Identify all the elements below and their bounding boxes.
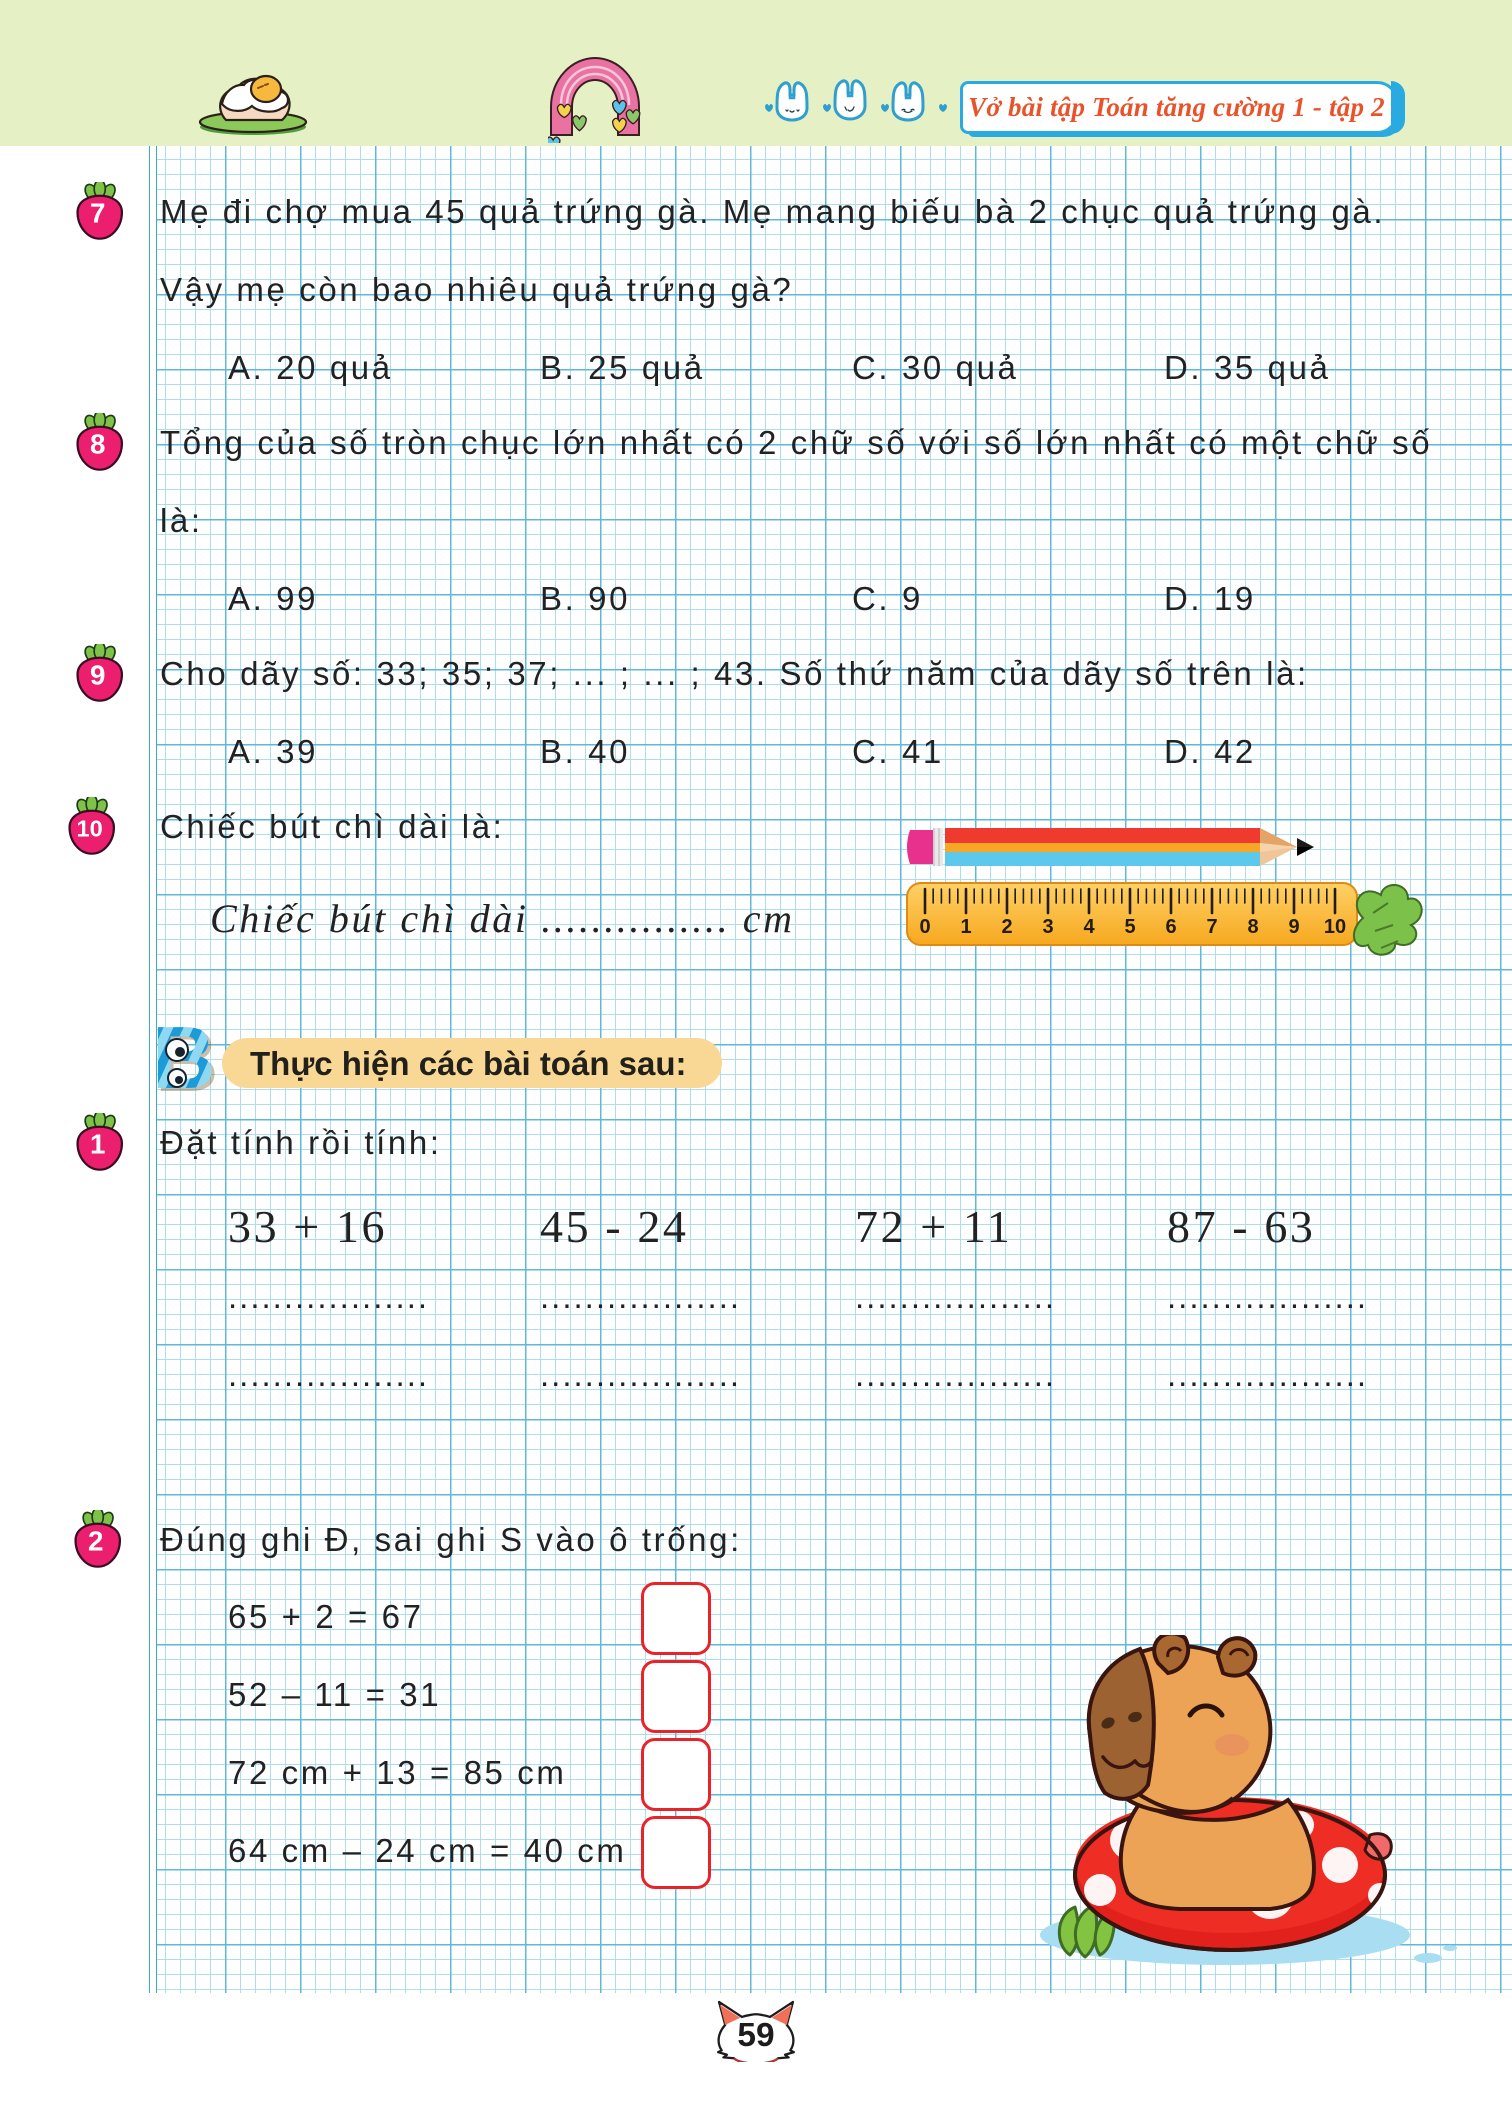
svg-text:2: 2: [88, 1526, 103, 1557]
svg-text:1: 1: [90, 1129, 105, 1160]
svg-text:0: 0: [919, 916, 930, 938]
svg-text:1: 1: [960, 916, 971, 938]
svg-text:2: 2: [1001, 916, 1012, 938]
svg-text:5: 5: [1124, 916, 1135, 938]
svg-text:59: 59: [737, 2017, 774, 2054]
svg-text:4: 4: [1083, 916, 1095, 938]
svg-text:10: 10: [77, 815, 103, 841]
svg-text:8: 8: [1247, 916, 1258, 938]
svg-text:9: 9: [1288, 916, 1299, 938]
svg-text:8: 8: [90, 429, 105, 460]
svg-text:7: 7: [1206, 916, 1217, 938]
svg-text:9: 9: [90, 660, 105, 691]
svg-text:10: 10: [1324, 916, 1346, 938]
svg-text:7: 7: [90, 198, 105, 229]
svg-text:6: 6: [1165, 916, 1176, 938]
svg-text:3: 3: [1042, 916, 1053, 938]
